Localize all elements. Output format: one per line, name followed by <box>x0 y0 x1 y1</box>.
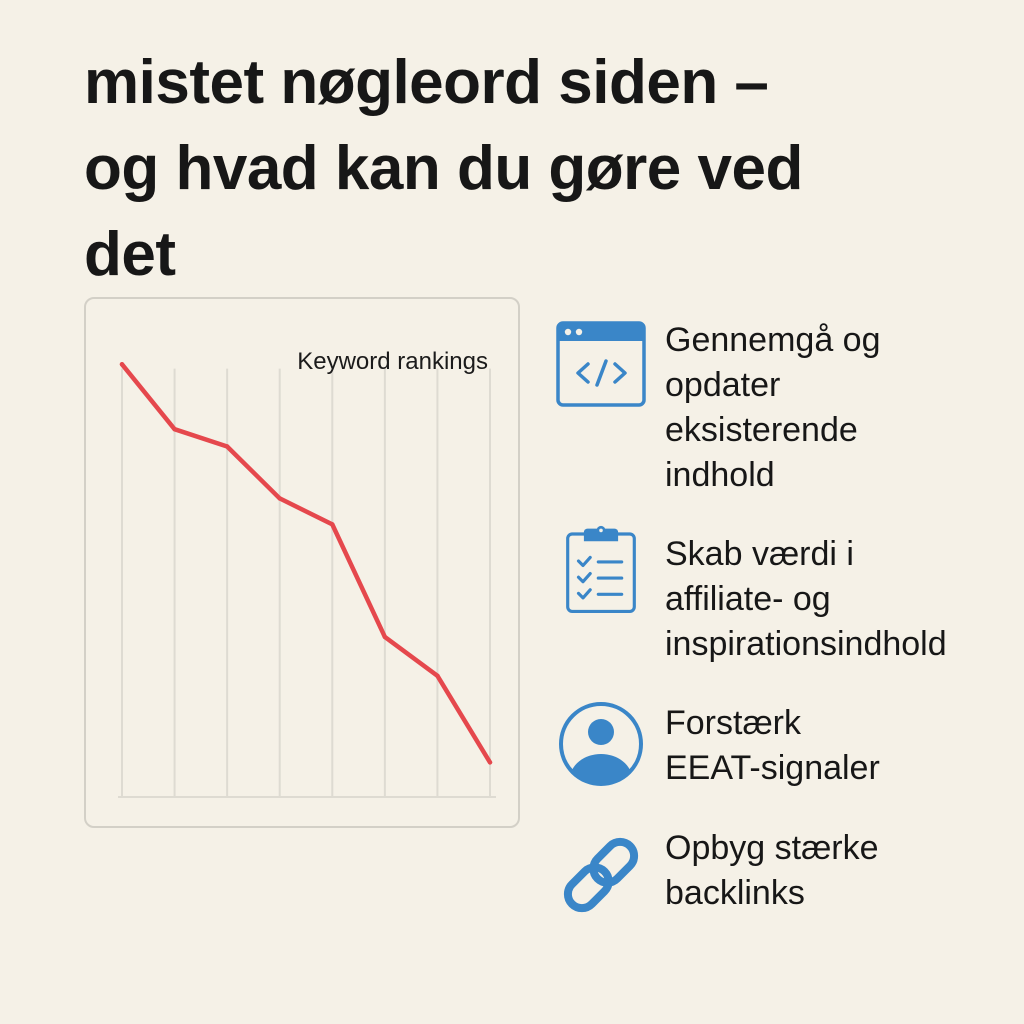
data-point <box>172 426 177 432</box>
chart-title: Keyword rankings <box>297 348 488 375</box>
tip-text: Opbyg stærke backlinks <box>665 829 879 912</box>
data-point <box>330 522 335 527</box>
headline-line-2: og hvad kan du gøre ved <box>84 133 803 203</box>
tip-text: Skab værdi i affiliate- og inspirationsi… <box>665 535 947 663</box>
headline: mistet nøgleord siden – og hvad kan du g… <box>84 40 984 298</box>
data-point <box>435 673 440 679</box>
tip-text: Forstærk EEAT-signaler <box>665 704 880 787</box>
user-profile-icon <box>559 702 643 786</box>
chart-series-layer <box>119 362 493 765</box>
code-window-icon <box>556 321 646 407</box>
data-point <box>382 634 388 640</box>
data-point <box>277 496 282 501</box>
headline-line-3: det <box>84 219 176 289</box>
link-chain-icon <box>563 837 639 913</box>
headline-line-1: mistet nøgleord siden – <box>84 47 769 117</box>
clipboard-checklist-icon <box>566 525 636 613</box>
series-line-0 <box>119 362 493 765</box>
keyword-rankings-chart: Keyword rankings <box>118 348 496 798</box>
data-point <box>487 760 493 765</box>
data-point <box>119 362 125 367</box>
keyword-rankings-chart-card: Keyword rankings <box>84 297 520 828</box>
chart-grid <box>118 368 496 798</box>
tip-text: Gennemgå og opdater eksisterende indhold <box>665 321 881 494</box>
data-point <box>224 444 230 449</box>
